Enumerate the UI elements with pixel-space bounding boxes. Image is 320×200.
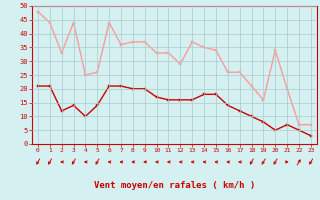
Text: Vent moyen/en rafales ( km/h ): Vent moyen/en rafales ( km/h ) — [94, 181, 255, 190]
